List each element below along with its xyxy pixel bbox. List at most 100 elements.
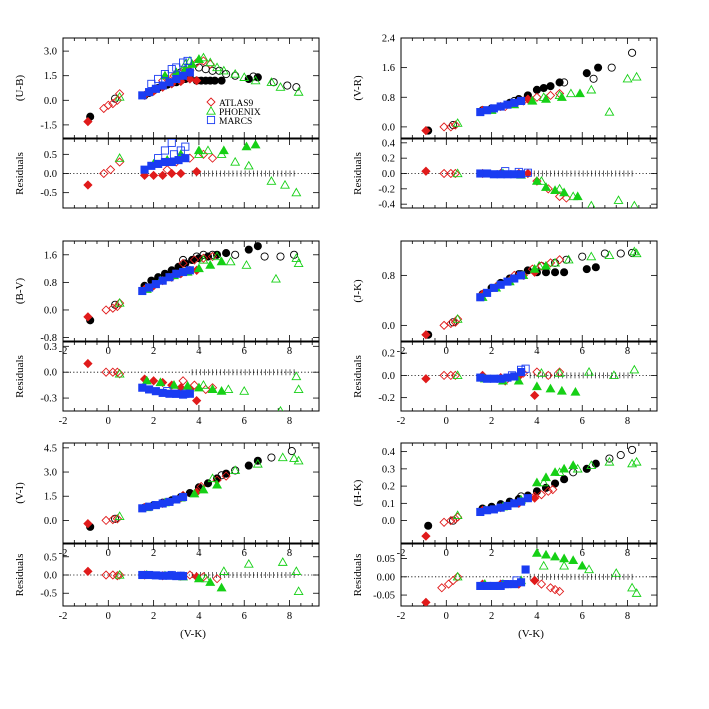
x-tick-label: 0 bbox=[106, 611, 111, 622]
marcs-point bbox=[158, 499, 167, 508]
marcs-point bbox=[154, 74, 163, 84]
x-tick-label: 4 bbox=[534, 416, 540, 427]
marcs-point bbox=[517, 96, 526, 106]
phoenix-point bbox=[527, 95, 538, 105]
atlas9-point bbox=[212, 574, 222, 584]
y-axis-label: Residuals bbox=[352, 355, 364, 398]
phoenix-point bbox=[531, 381, 542, 391]
panels-group: -1.5 0.0 1.5 3.0 (U-B) -0.5 0.0 0.5 Residuals 0.0… bbox=[14, 34, 658, 622]
phoenix-point bbox=[293, 86, 304, 96]
atlas9-point bbox=[446, 515, 456, 526]
atlas9-point bbox=[421, 597, 431, 606]
phoenix-point bbox=[293, 384, 304, 394]
x-tick-label: -2 bbox=[59, 416, 68, 427]
x-tick-label: 6 bbox=[242, 346, 247, 357]
y-tick-label: 1.5 bbox=[44, 71, 57, 82]
atlas9-point bbox=[112, 571, 123, 581]
phoenix-point bbox=[182, 380, 193, 390]
phoenix-point bbox=[604, 106, 615, 116]
data-points bbox=[421, 166, 639, 208]
marcs-point bbox=[503, 580, 512, 589]
atlas9-point bbox=[99, 103, 109, 114]
marcs-point bbox=[172, 389, 181, 398]
marcs-point bbox=[140, 165, 149, 174]
phoenix-point bbox=[198, 484, 209, 494]
x-tick-label: 6 bbox=[242, 416, 247, 427]
marcs-point bbox=[165, 273, 174, 282]
y-tick-label: -0.2 bbox=[378, 393, 395, 404]
y-axis-label: (J-K) bbox=[352, 279, 364, 303]
marcs-point bbox=[503, 501, 512, 510]
observed-point bbox=[591, 459, 600, 468]
x-tick-label: 6 bbox=[242, 548, 247, 559]
panel-frame bbox=[62, 37, 320, 139]
marcs-point bbox=[489, 581, 498, 590]
phoenix-point bbox=[550, 185, 561, 194]
observed-point bbox=[628, 445, 637, 454]
y-tick-label: 0.0 bbox=[44, 571, 57, 582]
phoenix-point bbox=[534, 260, 545, 270]
observed-point bbox=[551, 268, 560, 277]
atlas9-point bbox=[543, 370, 553, 381]
phoenix-point bbox=[452, 314, 463, 323]
phoenix-point bbox=[629, 364, 640, 374]
phoenix-point bbox=[280, 179, 290, 189]
y-axis-label: Residuals bbox=[14, 554, 26, 597]
x-tick-label: -2 bbox=[397, 416, 406, 427]
panel-2: 0.0 0.8 1.6 2.4 (V-R) bbox=[352, 34, 658, 139]
phoenix-point bbox=[531, 548, 542, 557]
phoenix-point bbox=[225, 256, 236, 266]
y-tick-label: 4.5 bbox=[44, 443, 57, 454]
atlas9-point bbox=[421, 330, 431, 340]
marcs-point bbox=[172, 74, 181, 84]
observed-point bbox=[546, 82, 555, 91]
phoenix-point bbox=[275, 82, 286, 91]
observed-point bbox=[560, 78, 569, 87]
marcs-point bbox=[503, 277, 512, 286]
phoenix-point bbox=[189, 488, 200, 498]
panel-8: -2 0 2 4 6 80.01.53.04.5(V-I) bbox=[14, 442, 320, 559]
phoenix-point bbox=[568, 555, 579, 565]
x-tick-label: 8 bbox=[287, 416, 292, 427]
y-tick-label: 1.5 bbox=[44, 492, 57, 503]
y-tick-label: 0.8 bbox=[44, 278, 57, 289]
marcs-point bbox=[476, 293, 485, 302]
marcs-point bbox=[172, 572, 181, 581]
y-axis-label: (V-I) bbox=[14, 482, 26, 504]
marcs-point bbox=[181, 142, 190, 151]
x-tick-label: 0 bbox=[106, 548, 111, 559]
data-points bbox=[421, 445, 642, 541]
atlas9-point bbox=[523, 168, 533, 179]
observed-point bbox=[210, 76, 219, 85]
data-points bbox=[83, 139, 302, 197]
marcs-point bbox=[172, 63, 181, 72]
phoenix-point bbox=[243, 558, 254, 568]
marcs-point bbox=[510, 274, 519, 283]
panel-0: -1.5 0.0 1.5 3.0 (U-B) bbox=[14, 37, 320, 139]
y-tick-label: 3.0 bbox=[44, 47, 57, 58]
marcs-point bbox=[147, 161, 156, 170]
atlas9-point bbox=[450, 120, 461, 130]
data-points bbox=[83, 242, 304, 325]
x-tick-label: 4 bbox=[196, 346, 202, 357]
panel-frame bbox=[400, 341, 658, 412]
y-tick-label: -0.2 bbox=[378, 184, 395, 195]
phoenix-point bbox=[212, 62, 223, 72]
phoenix-point bbox=[604, 456, 615, 466]
observed-point bbox=[213, 250, 222, 259]
x-tick-label: -2 bbox=[397, 611, 406, 622]
y-tick-label: 0.05 bbox=[377, 554, 395, 565]
y-tick-label: 0.2 bbox=[382, 349, 395, 360]
phoenix-point bbox=[545, 383, 556, 393]
x-tick-label: 2 bbox=[151, 346, 156, 357]
atlas9-point bbox=[437, 583, 447, 593]
observed-point bbox=[532, 85, 541, 94]
phoenix-point bbox=[266, 77, 277, 86]
atlas9-point bbox=[554, 586, 565, 597]
atlas9-point bbox=[446, 318, 456, 329]
phoenix-point bbox=[250, 75, 261, 85]
atlas9-point bbox=[545, 90, 556, 101]
observed-point bbox=[267, 453, 276, 462]
atlas9-point bbox=[189, 255, 200, 265]
